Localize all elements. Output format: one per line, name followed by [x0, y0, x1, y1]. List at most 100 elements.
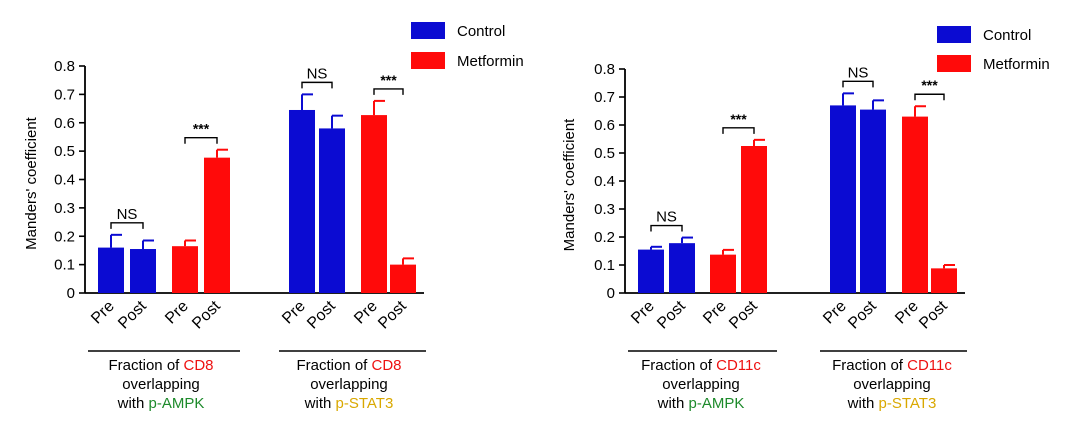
group-caption-line3: with p-AMPK — [657, 395, 745, 412]
y-tick-label: 0.6 — [54, 115, 75, 132]
significance-label: NS — [307, 65, 328, 82]
significance-label: NS — [848, 64, 869, 81]
bar-control-pre — [830, 105, 856, 294]
bar-control-post — [319, 128, 345, 293]
bar-metformin-pre — [172, 246, 198, 293]
group-caption-line2: overlapping — [310, 376, 388, 393]
legend-right: Control Metformin — [937, 26, 1050, 73]
bar-control-post — [860, 109, 886, 293]
caption-cell-type: CD11c — [716, 357, 761, 374]
significance-bracket — [914, 93, 945, 101]
group-caption-line1: Fraction of CD11c — [832, 357, 952, 374]
x-tick-label: Pre — [820, 298, 850, 328]
caption-prefix: Fraction of — [641, 357, 716, 374]
bar-control-post — [669, 243, 695, 293]
significance-bracket — [110, 222, 144, 229]
bar-control-post — [130, 249, 156, 293]
significance-label: *** — [730, 111, 747, 127]
group-caption-line2: overlapping — [662, 376, 740, 393]
y-tick-label: 0.3 — [54, 200, 75, 217]
y-tick-label: 0.4 — [54, 172, 75, 189]
y-axis-title: Manders' coefficient — [561, 118, 578, 251]
group-caption-line1: Fraction of CD11c — [641, 357, 761, 374]
group-caption-line1: Fraction of CD8 — [296, 357, 401, 374]
y-axis-title: Manders' coefficient — [23, 116, 40, 249]
group-caption-line2: overlapping — [853, 376, 931, 393]
x-tick-label: Post — [375, 297, 410, 332]
significance-bracket — [373, 88, 404, 95]
significance-label: *** — [193, 121, 210, 137]
legend-label-control: Control — [983, 27, 1031, 44]
x-tick-label: Pre — [628, 298, 658, 328]
caption-prefix: with — [847, 395, 879, 412]
x-tick-label: Pre — [700, 298, 730, 328]
y-tick-label: 0.8 — [594, 61, 615, 78]
caption-prefix: with — [657, 395, 689, 412]
x-tick-label: Pre — [279, 298, 309, 328]
legend-label-metformin: Metformin — [457, 53, 524, 70]
group-caption-line3: with p-STAT3 — [847, 395, 937, 412]
significance-label: *** — [921, 77, 938, 93]
y-tick-label: 0 — [67, 285, 75, 302]
y-tick-label: 0.2 — [594, 229, 615, 246]
significance-label: NS — [656, 209, 677, 226]
bar-metformin-post — [204, 157, 230, 293]
group-caption-line2: overlapping — [122, 376, 200, 393]
group-caption-line3: with p-AMPK — [117, 395, 205, 412]
significance-bracket — [650, 224, 683, 232]
caption-marker: p-AMPK — [148, 395, 204, 412]
y-tick-label: 0.5 — [594, 145, 615, 162]
bar-control-pre — [289, 109, 315, 293]
y-tick-label: 0.1 — [594, 257, 615, 274]
y-tick-label: 0 — [607, 285, 615, 302]
caption-marker: p-STAT3 — [879, 395, 937, 412]
significance-bracket — [842, 80, 874, 88]
bar-metformin-post — [390, 264, 416, 293]
y-tick-label: 0.4 — [594, 173, 615, 190]
y-tick-label: 0.3 — [594, 201, 615, 218]
caption-cell-type: CD11c — [907, 357, 952, 374]
group-caption-line1: Fraction of CD8 — [108, 357, 213, 374]
caption-prefix: Fraction of — [108, 357, 183, 374]
bar-metformin-pre — [902, 116, 928, 293]
legend-label-control: Control — [457, 23, 505, 40]
x-tick-label: Post — [726, 297, 761, 332]
x-tick-label: Pre — [162, 298, 192, 328]
significance-label: *** — [380, 72, 397, 88]
caption-cell-type: CD8 — [372, 357, 402, 374]
panel-right: 0 0.1 0.2 0.3 0.4 0.5 0.6 0.7 0.8 Manders' coeffi… — [561, 61, 967, 412]
caption-prefix: with — [117, 395, 149, 412]
x-tick-label: Post — [845, 297, 880, 332]
legend-swatch-control — [937, 26, 971, 43]
y-tick-label: 0.6 — [594, 117, 615, 134]
significance-bracket — [722, 127, 755, 134]
caption-marker: p-STAT3 — [336, 395, 394, 412]
y-tick-label: 0.7 — [594, 89, 615, 106]
caption-prefix: Fraction of — [832, 357, 907, 374]
caption-cell-type: CD8 — [184, 357, 214, 374]
y-tick-label: 0.1 — [54, 257, 75, 274]
caption-prefix: with — [304, 395, 336, 412]
y-tick-label: 0.5 — [54, 143, 75, 160]
legend-swatch-metformin — [411, 52, 445, 69]
y-tick-label: 0.8 — [54, 58, 75, 75]
y-tick-label: 0.2 — [54, 228, 75, 245]
bar-metformin-post — [741, 146, 767, 293]
x-tick-label: Post — [654, 297, 689, 332]
bar-metformin-pre — [710, 254, 736, 293]
y-tick-label: 0.7 — [54, 86, 75, 103]
caption-prefix: Fraction of — [296, 357, 371, 374]
significance-bracket — [184, 137, 218, 144]
x-tick-label: Post — [304, 297, 339, 332]
x-tick-label: Post — [115, 297, 150, 332]
legend-left: Control Metformin — [411, 22, 524, 70]
significance-label: NS — [117, 206, 138, 223]
x-tick-label: Pre — [88, 298, 118, 328]
legend-swatch-metformin — [937, 55, 971, 72]
group-caption-line3: with p-STAT3 — [304, 395, 394, 412]
bar-metformin-post — [931, 268, 957, 293]
bar-control-pre — [98, 247, 124, 293]
bar-metformin-pre — [361, 115, 387, 294]
